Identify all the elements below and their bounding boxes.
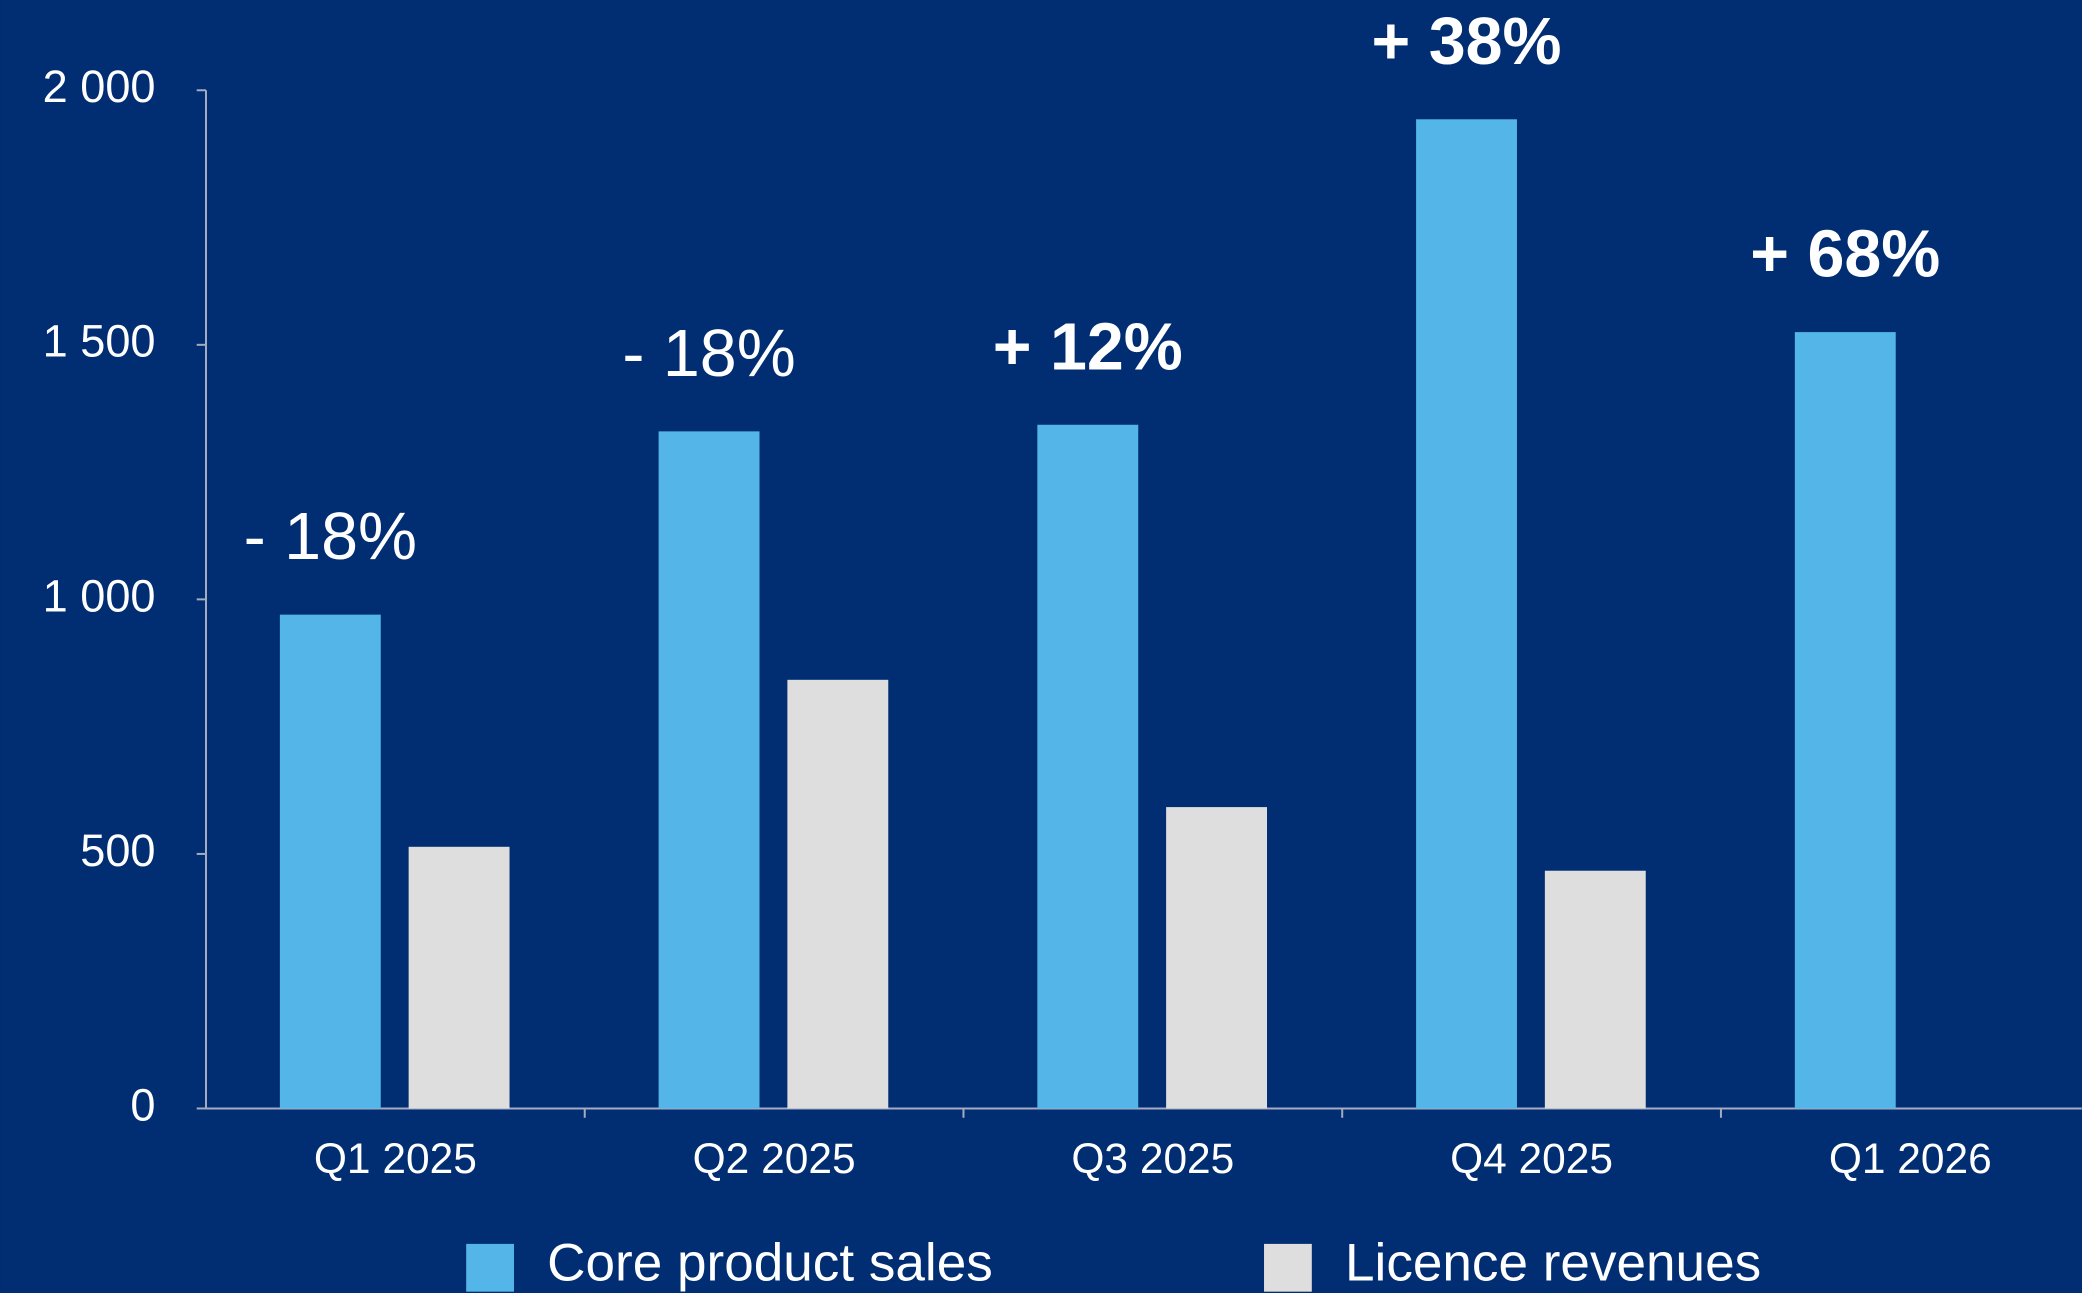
bar bbox=[1794, 332, 1896, 1109]
bar bbox=[279, 614, 381, 1109]
growth-annotation: + 68% bbox=[1750, 218, 1940, 292]
x-tick-label: Q2 2025 bbox=[693, 1136, 856, 1183]
y-tick-label: 500 bbox=[80, 825, 155, 876]
bar bbox=[1416, 119, 1517, 1109]
legend-swatch bbox=[466, 1243, 514, 1292]
x-tick-label: Q1 2025 bbox=[314, 1136, 477, 1183]
x-tick-label: Q1 2026 bbox=[1829, 1136, 1992, 1183]
bar bbox=[658, 431, 760, 1109]
y-tick-label: 2 000 bbox=[43, 61, 156, 112]
legend-swatch bbox=[1264, 1243, 1312, 1292]
bar bbox=[1037, 424, 1139, 1109]
growth-annotation: + 12% bbox=[993, 310, 1183, 384]
growth-annotation: - 18% bbox=[244, 500, 417, 574]
growth-annotation: + 38% bbox=[1372, 5, 1562, 79]
y-tick-label: 1 500 bbox=[43, 316, 156, 367]
bar bbox=[787, 679, 889, 1109]
growth-annotation: - 18% bbox=[622, 317, 795, 391]
x-tick-label: Q4 2025 bbox=[1450, 1136, 1613, 1183]
bar bbox=[1166, 807, 1268, 1109]
legend-label: Licence revenues bbox=[1345, 1233, 1761, 1292]
bar bbox=[408, 846, 510, 1109]
legend-label: Core product sales bbox=[547, 1233, 993, 1292]
x-tick-label: Q3 2025 bbox=[1071, 1136, 1234, 1183]
bar bbox=[1544, 870, 1646, 1109]
y-tick-label: 1 000 bbox=[43, 570, 156, 621]
y-tick-label: 0 bbox=[130, 1079, 155, 1130]
